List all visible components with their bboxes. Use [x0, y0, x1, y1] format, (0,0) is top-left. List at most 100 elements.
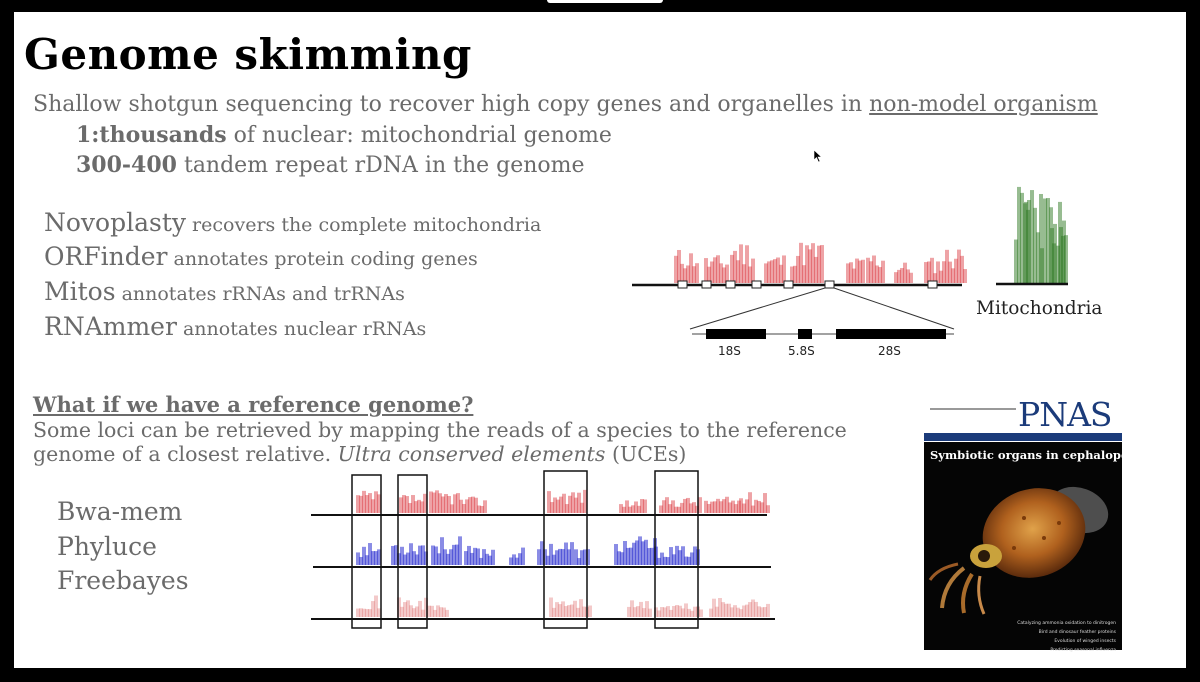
- coverage-bar: [576, 607, 580, 617]
- reference-question: What if we have a reference genome?: [33, 392, 474, 417]
- coverage-bar: [444, 494, 448, 513]
- coverage-bar: [666, 557, 670, 565]
- coverage-bar: [574, 549, 578, 565]
- ratio-line: 1:thousands of nuclear: mitochondrial ge…: [76, 122, 612, 148]
- coverage-bar: [814, 256, 818, 283]
- coverage-bar: [669, 609, 673, 617]
- coverage-bar: [377, 494, 381, 513]
- coverage-bar: [739, 609, 743, 617]
- repeat-box: [677, 280, 688, 289]
- coverage-bar: [1020, 192, 1024, 283]
- coverage-bar: [861, 259, 865, 283]
- coverage-bar: [690, 552, 694, 565]
- repeat-boxes: [677, 280, 938, 289]
- coverage-bar: [763, 493, 767, 513]
- coverage-bar: [626, 547, 630, 565]
- tool-desc: recovers the complete mitochondria: [186, 214, 542, 236]
- pnas-logo: PNAS: [1018, 395, 1113, 434]
- coverage-bar: [820, 245, 824, 283]
- coverage-bar: [669, 547, 673, 565]
- coverage-bar: [733, 250, 737, 283]
- mitochondria-label: Mitochondria: [976, 298, 1103, 319]
- top-notch: [547, 0, 663, 3]
- coverage-bar: [662, 500, 666, 513]
- species-track-pink: [356, 595, 770, 617]
- coverage-bar: [719, 263, 723, 283]
- squid-image: [928, 486, 1109, 615]
- coverage-bar: [686, 497, 690, 513]
- gene-18s: [706, 329, 766, 339]
- coverage-bar: [680, 502, 684, 513]
- coverage-bar: [488, 555, 492, 565]
- intro-line: Shallow shotgun sequencing to recover hi…: [33, 92, 1098, 117]
- repeat-box: [701, 280, 712, 289]
- coverage-bar: [632, 542, 636, 565]
- repeat-box: [783, 280, 794, 289]
- coverage-bar: [1046, 198, 1050, 283]
- coverage-bar: [799, 242, 803, 283]
- coverage-bar: [470, 552, 474, 565]
- species-track-blue: [356, 536, 700, 565]
- coverage-bar: [540, 541, 544, 565]
- coverage-bar: [654, 546, 658, 565]
- coverage-bar: [521, 547, 525, 565]
- coverage-bar: [869, 261, 873, 283]
- coverage-bar: [760, 607, 764, 617]
- tool-name: Novoplasty: [44, 208, 187, 237]
- coverage-bar: [1033, 207, 1037, 283]
- coverage-bar: [642, 608, 646, 617]
- coverage-bar: [441, 496, 445, 513]
- program-phyluce: Phyluce: [57, 532, 157, 561]
- coverage-bar: [660, 607, 664, 617]
- coverage-bar: [417, 499, 421, 513]
- coverage-bar: [1039, 193, 1043, 283]
- coverage-bar: [406, 552, 410, 565]
- coverage-bar: [963, 269, 967, 283]
- coverage-bar: [767, 261, 771, 283]
- coverage-bar: [725, 264, 729, 283]
- uce-box: [543, 470, 588, 629]
- coverage-bar: [418, 545, 422, 565]
- coverage-bar: [421, 609, 425, 617]
- coverage-bar: [894, 272, 898, 283]
- coverage-bar: [766, 603, 770, 617]
- coverage-bar: [570, 604, 574, 617]
- coverage-bar: [356, 552, 360, 565]
- coverage-bar: [930, 257, 934, 283]
- coverage-bar: [906, 269, 910, 283]
- repeat-line: 300-400 tandem repeat rDNA in the genome: [76, 152, 585, 178]
- coverage-bar: [678, 605, 682, 617]
- coverage-bar: [909, 272, 913, 283]
- coverage-bar: [362, 546, 366, 565]
- coverage-bar: [437, 553, 441, 565]
- zoom-line-right: [833, 287, 955, 330]
- coverage-bar: [400, 606, 404, 617]
- coverage-bar: [748, 492, 752, 513]
- coverage-bar: [927, 261, 931, 283]
- coverage-bar: [793, 265, 797, 283]
- coverage-bar: [438, 493, 442, 513]
- tool-desc: annotates nuclear rRNAs: [176, 318, 427, 340]
- coverage-bar: [399, 497, 403, 513]
- coverage-bar: [734, 504, 738, 513]
- coverage-bar: [411, 495, 415, 513]
- coverage-bar: [586, 549, 590, 565]
- tool-rnammer: RNAmmer annotates nuclear rRNAs: [44, 312, 426, 341]
- coverage-bar: [719, 501, 723, 513]
- cover-band: [924, 433, 1122, 441]
- coverage-bar: [659, 505, 663, 513]
- pnas-journal-cover: PNAS Symbiotic organs in cephalopods: [924, 390, 1143, 653]
- coverage-bar: [660, 552, 664, 565]
- cover-headlines: Catalyzing ammonia oxidation to dinitrog…: [1017, 619, 1116, 655]
- coverage-bar: [577, 558, 581, 565]
- coverage-bar: [672, 606, 676, 617]
- coverage-bar: [640, 499, 644, 513]
- gene-28s: [836, 329, 946, 339]
- coverage-bar: [397, 597, 401, 617]
- coverage-bar: [948, 261, 952, 283]
- coverage-bar: [571, 492, 575, 513]
- coverage-bar: [391, 545, 395, 565]
- species-track-red: [356, 489, 770, 513]
- coverage-bar: [445, 609, 449, 617]
- cover-headline: Predicting seasonal influenza: [1050, 648, 1116, 653]
